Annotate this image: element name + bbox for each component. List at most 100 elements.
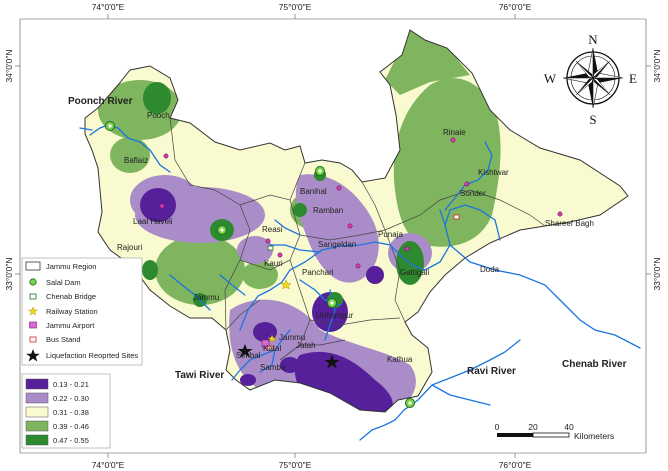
dam-icon xyxy=(29,278,37,286)
lon-bottom-74: 74°0'0"E xyxy=(92,460,125,470)
label-baflaiz: Baflaiz xyxy=(124,156,148,165)
label-tawi-river: Tawi River xyxy=(175,370,224,381)
label-samba: Samba xyxy=(260,363,286,372)
label-ravi-river: Ravi River xyxy=(467,366,516,377)
legend-class-2: 0.22 - 0.30 xyxy=(53,394,89,403)
label-sonder: Sonder xyxy=(460,189,486,198)
label-shareef-bagh: Shareef Bagh xyxy=(545,219,594,228)
boundary-box-icon xyxy=(25,261,41,271)
class-legend: 0.13 - 0.21 0.22 - 0.30 0.31 - 0.38 0.39… xyxy=(21,373,111,449)
scale-unit: Kilometers xyxy=(574,431,614,441)
label-kauri: Kauri xyxy=(264,259,283,268)
zone-pooch xyxy=(98,80,182,140)
legend-bus: Bus Stand xyxy=(46,335,81,344)
compass-e: E xyxy=(629,71,637,86)
lat-right-34: 34°0'0"N xyxy=(652,49,662,82)
legend-airport: Jammu Airport xyxy=(46,321,95,330)
label-gattigali: Gattigali xyxy=(400,268,430,277)
zone-purple-small-3 xyxy=(280,357,300,373)
label-punaja: Punaja xyxy=(378,230,403,239)
legend-region: Jammu Region xyxy=(46,262,96,271)
label-poonch-river: Poonch River xyxy=(68,96,133,107)
legend-swatch-3 xyxy=(25,406,49,418)
zone-dark-small-5 xyxy=(293,203,307,217)
zone-jammu-west xyxy=(155,235,245,305)
lon-bottom-76: 76°0'0"E xyxy=(499,460,532,470)
symbol-legend: Jammu Region Salal Dam Chenab Bridge Rai… xyxy=(21,257,143,366)
label-laal-haveli: Laal Haveli xyxy=(133,217,173,226)
lon-top-76: 76°0'0"E xyxy=(499,2,532,12)
zone-dark-small-1 xyxy=(142,260,158,280)
label-katal: Katal xyxy=(263,344,281,353)
legend-railway: Railway Station xyxy=(46,307,98,316)
label-doda: Doda xyxy=(480,265,500,274)
zone-purple-small-4 xyxy=(240,374,256,386)
lon-bottom-75: 75°0'0"E xyxy=(279,460,312,470)
label-jammu-city: Jammu xyxy=(279,333,305,342)
compass-rose xyxy=(562,47,624,109)
station-markers xyxy=(237,279,340,369)
bus-icon xyxy=(29,336,37,343)
district-borders xyxy=(169,117,546,361)
zone-ramban-udhampur xyxy=(295,174,379,283)
zone-north xyxy=(385,30,470,95)
scale-bar: 0 20 40 Kilometers xyxy=(495,422,615,441)
compass-s: S xyxy=(589,112,596,127)
zone-purple-small-1 xyxy=(366,266,384,284)
compass-n: N xyxy=(588,32,598,47)
label-jatah: Jatah xyxy=(296,341,316,350)
label-rinaie: Rinaie xyxy=(443,128,466,137)
compass-w: W xyxy=(544,71,557,86)
star-icon xyxy=(27,306,39,316)
poonch-river-line xyxy=(89,124,171,173)
legend-class-5: 0.47 - 0.55 xyxy=(53,436,89,445)
region-boundary xyxy=(84,29,629,413)
lon-top-74: 74°0'0"E xyxy=(92,2,125,12)
zone-kauri xyxy=(242,261,278,289)
label-reasi: Reasi xyxy=(262,225,283,234)
place-dots xyxy=(159,137,563,269)
bridge-icon xyxy=(29,293,37,300)
zone-pooch-dark xyxy=(143,82,171,114)
label-panchari: Panchari xyxy=(302,268,334,277)
legend-class-4: 0.39 - 0.46 xyxy=(53,422,89,431)
label-udhampur: Udhampur xyxy=(316,311,354,320)
label-kishtwar: Kishtwar xyxy=(478,168,509,177)
airport-icon xyxy=(29,321,37,329)
label-banihal: Banihal xyxy=(300,187,327,196)
legend-salal: Salal Dam xyxy=(46,278,81,287)
scale-tick-20: 20 xyxy=(528,422,538,432)
legend-swatch-4 xyxy=(25,420,49,432)
label-chenab-river: Chenab River xyxy=(562,359,627,370)
legend-swatch-5 xyxy=(25,434,49,446)
legend-chenab-bridge: Chenab Bridge xyxy=(46,292,96,301)
label-ramban: Ramban xyxy=(313,206,343,215)
scale-tick-0: 0 xyxy=(495,422,500,432)
zone-baflaiz xyxy=(110,137,150,173)
ravi-river-line xyxy=(359,339,521,441)
legend-liquefaction: Liquefaction Reoprted Sites xyxy=(46,351,138,360)
label-kathua: Kathua xyxy=(387,355,413,364)
legend-swatch-2 xyxy=(25,392,49,404)
legend-swatch-1 xyxy=(25,378,49,390)
legend-class-1: 0.13 - 0.21 xyxy=(53,380,89,389)
label-pooch: Pooch xyxy=(147,111,170,120)
lon-top-75: 75°0'0"E xyxy=(279,2,312,12)
graticule xyxy=(15,14,651,458)
black-star-icon xyxy=(26,349,40,362)
legend-class-3: 0.31 - 0.38 xyxy=(53,408,89,417)
label-rajouri: Rajouri xyxy=(117,243,143,252)
river-network xyxy=(79,124,641,441)
lat-right-33: 33°0'0"N xyxy=(652,257,662,290)
zone-laal-purple xyxy=(140,188,176,222)
dam-markers xyxy=(105,121,460,408)
label-jammu-west: Jammu xyxy=(193,293,219,302)
zone-kishtwar xyxy=(393,78,501,247)
label-simbal: Simbal xyxy=(236,351,261,360)
chenab-river-line xyxy=(239,209,451,331)
lat-left-33: 33°0'0"N xyxy=(4,257,14,290)
place-labels: Pooch Baflaiz Laal Haveli Rajouri Reasi … xyxy=(117,111,594,372)
lat-left-34: 34°0'0"N xyxy=(4,49,14,82)
tawi-river-line xyxy=(231,329,291,381)
